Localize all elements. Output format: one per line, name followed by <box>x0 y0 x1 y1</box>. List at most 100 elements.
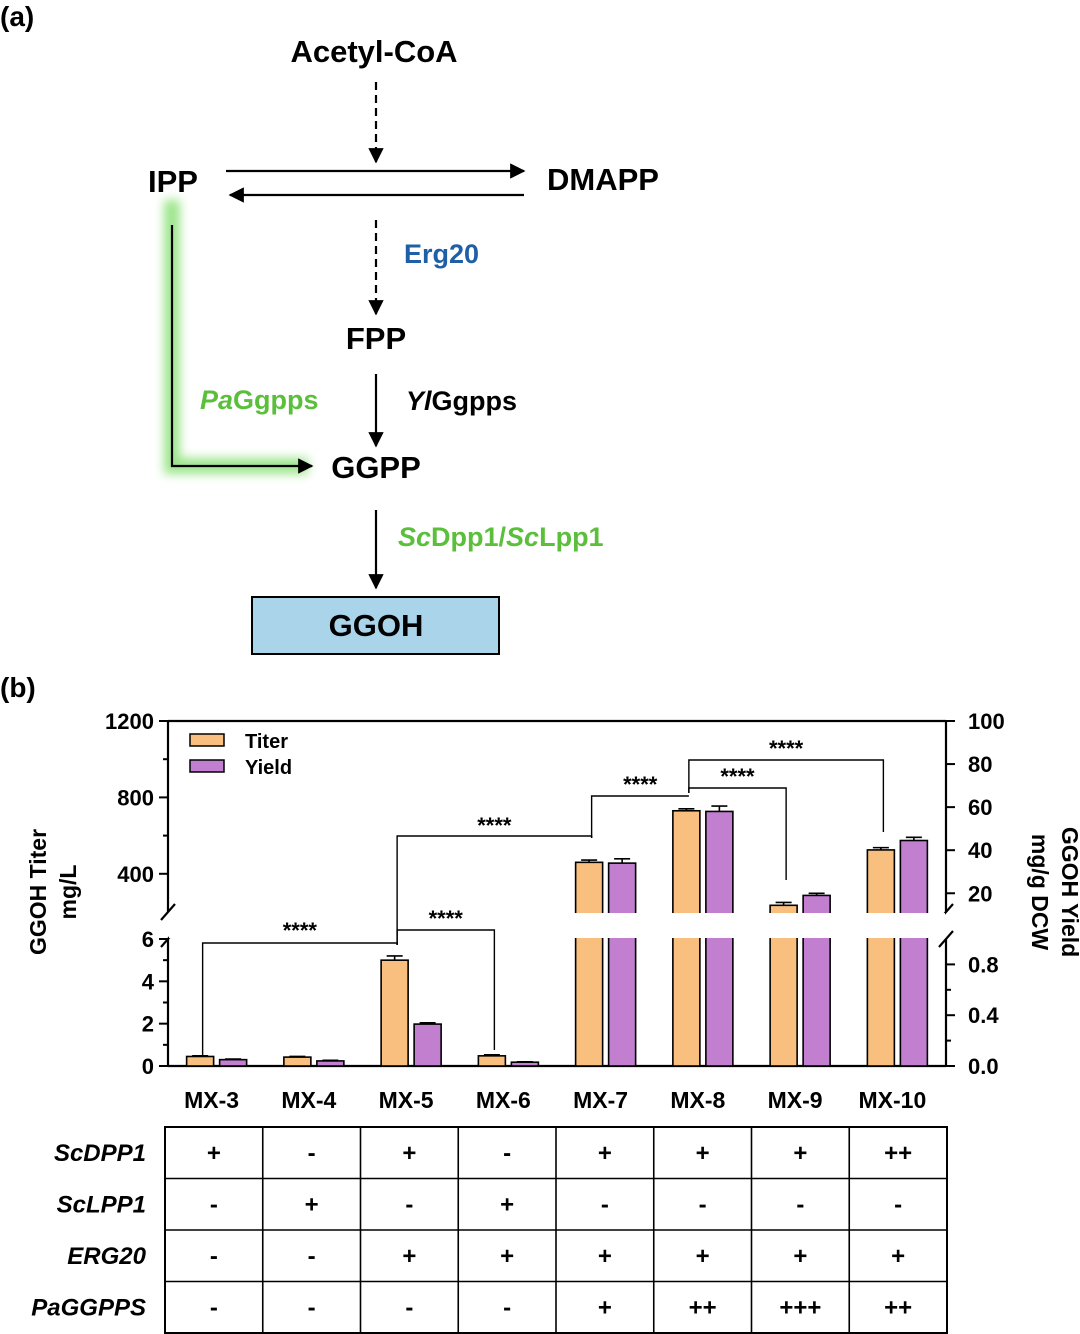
table-cell: + <box>891 1243 905 1270</box>
y-right-tick-label: 0.4 <box>968 1003 999 1028</box>
table-cell: - <box>308 1294 316 1321</box>
bar-titer-mx-3 <box>185 1055 215 1067</box>
table-cell: + <box>793 1140 807 1167</box>
table-cell: + <box>305 1191 319 1218</box>
significance-bracket-1 <box>201 942 398 1056</box>
node-fpp: FPP <box>346 321 406 356</box>
y-left-tick-label: 400 <box>117 862 154 887</box>
table-cell: + <box>696 1243 710 1270</box>
bar-titer-mx-10 <box>866 849 896 1067</box>
table-cell: + <box>500 1191 514 1218</box>
y-right-tick-label: 0.0 <box>968 1054 999 1079</box>
node-acetyl-coa: Acetyl-CoA <box>290 34 457 69</box>
y-right-tick-label: 100 <box>968 709 1005 734</box>
pa-ggpps-arrow <box>170 225 314 474</box>
table-cell: - <box>405 1191 413 1218</box>
bar-titer-mx-4 <box>283 1056 312 1067</box>
table-cell: - <box>699 1191 707 1218</box>
legend: Titer Yield <box>189 731 292 779</box>
enzyme-scdpp1-sclpp1: ScDpp1/ScLpp1 <box>398 522 604 552</box>
y-right-tick-label: 60 <box>968 795 992 820</box>
bar-titer-mx-5 <box>380 959 409 1067</box>
y-right-unit: mg/g DCW <box>1027 834 1053 951</box>
table-gene-scdpp1: ScDPP1 <box>54 1140 146 1167</box>
significance-bracket-6 <box>688 759 885 832</box>
bar-yield-mx-7 <box>607 862 637 1067</box>
significance-label-5: **** <box>720 764 755 789</box>
bar-titer-mx-6 <box>477 1055 507 1067</box>
table-cell: + <box>207 1140 221 1167</box>
significance-label-3: **** <box>477 813 512 838</box>
bar-yield-mx-10 <box>899 839 929 1067</box>
significance-label-6: **** <box>769 736 804 761</box>
axis-break-mark <box>938 930 954 948</box>
bar-chart: 0 2 4 6 400 800 1200 0.0 0.4 0.8 20 40 60 80 100 MX-3 MX… <box>105 709 1005 1113</box>
node-ggpp: GGPP <box>331 450 421 485</box>
panel-a-label: (a) <box>0 1 34 32</box>
enzyme-erg20: Erg20 <box>404 239 479 269</box>
table-cell: + <box>598 1294 612 1321</box>
legend-swatch-titer <box>189 733 225 747</box>
panel-b-label: (b) <box>0 672 36 703</box>
y-right-tick-label: 0.8 <box>968 952 999 977</box>
legend-label-yield: Yield <box>245 757 292 779</box>
table-cell: +++ <box>779 1294 821 1321</box>
y-right-tick-label: 80 <box>968 752 992 777</box>
x-tick-label-mx-10: MX-10 <box>859 1087 927 1113</box>
axis-break-mark <box>160 903 176 921</box>
significance-label-2: **** <box>429 906 464 931</box>
node-ggoh: GGOH <box>329 608 424 643</box>
y-left-tick-label: 4 <box>142 969 155 994</box>
y-right-tick-label: 20 <box>968 881 992 906</box>
significance-bracket-4 <box>590 795 689 838</box>
significance-bracket-5 <box>688 787 787 880</box>
panel-a: (a) Acetyl-CoA IPP DMAPP Erg20 FPP PaGgp… <box>0 1 659 655</box>
table-cell: - <box>210 1243 218 1270</box>
bar-yield-mx-8 <box>705 810 734 1067</box>
table-cell: - <box>405 1294 413 1321</box>
x-tick-label-mx-8: MX-8 <box>670 1087 725 1113</box>
bar-yield-mx-3 <box>218 1058 248 1067</box>
table-cell: - <box>308 1140 316 1167</box>
table-cell: - <box>796 1191 804 1218</box>
significance-bracket-2 <box>396 929 496 1050</box>
y-left-title: GGOH Titer <box>25 829 51 955</box>
y-left-unit: mg/L <box>55 865 81 920</box>
legend-swatch-yield <box>189 759 225 773</box>
x-tick-label-mx-4: MX-4 <box>281 1087 336 1113</box>
legend-label-titer: Titer <box>245 731 288 753</box>
table-cell: + <box>402 1140 416 1167</box>
y-left-tick-label: 0 <box>142 1054 154 1079</box>
table-cell: - <box>210 1191 218 1218</box>
axis-break-gap <box>169 913 945 938</box>
y-left-tick-label: 800 <box>117 785 154 810</box>
enzyme-ylggpps: YlGgpps <box>406 386 517 416</box>
table-cell: ++ <box>689 1294 717 1321</box>
table-gene-paggpps: PaGGPPS <box>31 1294 146 1321</box>
table-gene-sclpp1: ScLPP1 <box>57 1191 146 1218</box>
ggoh-box <box>251 596 500 655</box>
table-cell: + <box>402 1243 416 1270</box>
significance-label-1: **** <box>283 918 318 943</box>
node-ipp: IPP <box>148 164 198 199</box>
table-cell: - <box>503 1294 511 1321</box>
bar-titer-mx-7 <box>574 861 604 1067</box>
table-cell: - <box>210 1294 218 1321</box>
bar-yield-mx-4 <box>316 1060 345 1067</box>
table-cell: ++ <box>884 1140 912 1167</box>
bar-yield-mx-5 <box>413 1023 442 1067</box>
table-cell: + <box>696 1140 710 1167</box>
table-cell: + <box>598 1243 612 1270</box>
node-dmapp: DMAPP <box>547 162 659 197</box>
panel-b: (b) 0 2 4 6 400 800 1200 0.0 0.4 0.8 20 40 60 80 100 MX… <box>0 672 1080 1113</box>
table-cell: + <box>598 1140 612 1167</box>
bar-yield-mx-6 <box>510 1061 540 1067</box>
x-tick-label-mx-5: MX-5 <box>379 1087 434 1113</box>
y-left-tick-label: 1200 <box>105 709 154 734</box>
x-tick-label-mx-7: MX-7 <box>573 1087 628 1113</box>
table-cell: - <box>894 1191 902 1218</box>
genotype-table: ScDPP1 + - + - + + + ++ScLPP1- + - + - - - -ERG20- - + + + +… <box>31 1126 948 1334</box>
y-left-tick-label: 2 <box>142 1012 154 1037</box>
table-cell: ++ <box>884 1294 912 1321</box>
